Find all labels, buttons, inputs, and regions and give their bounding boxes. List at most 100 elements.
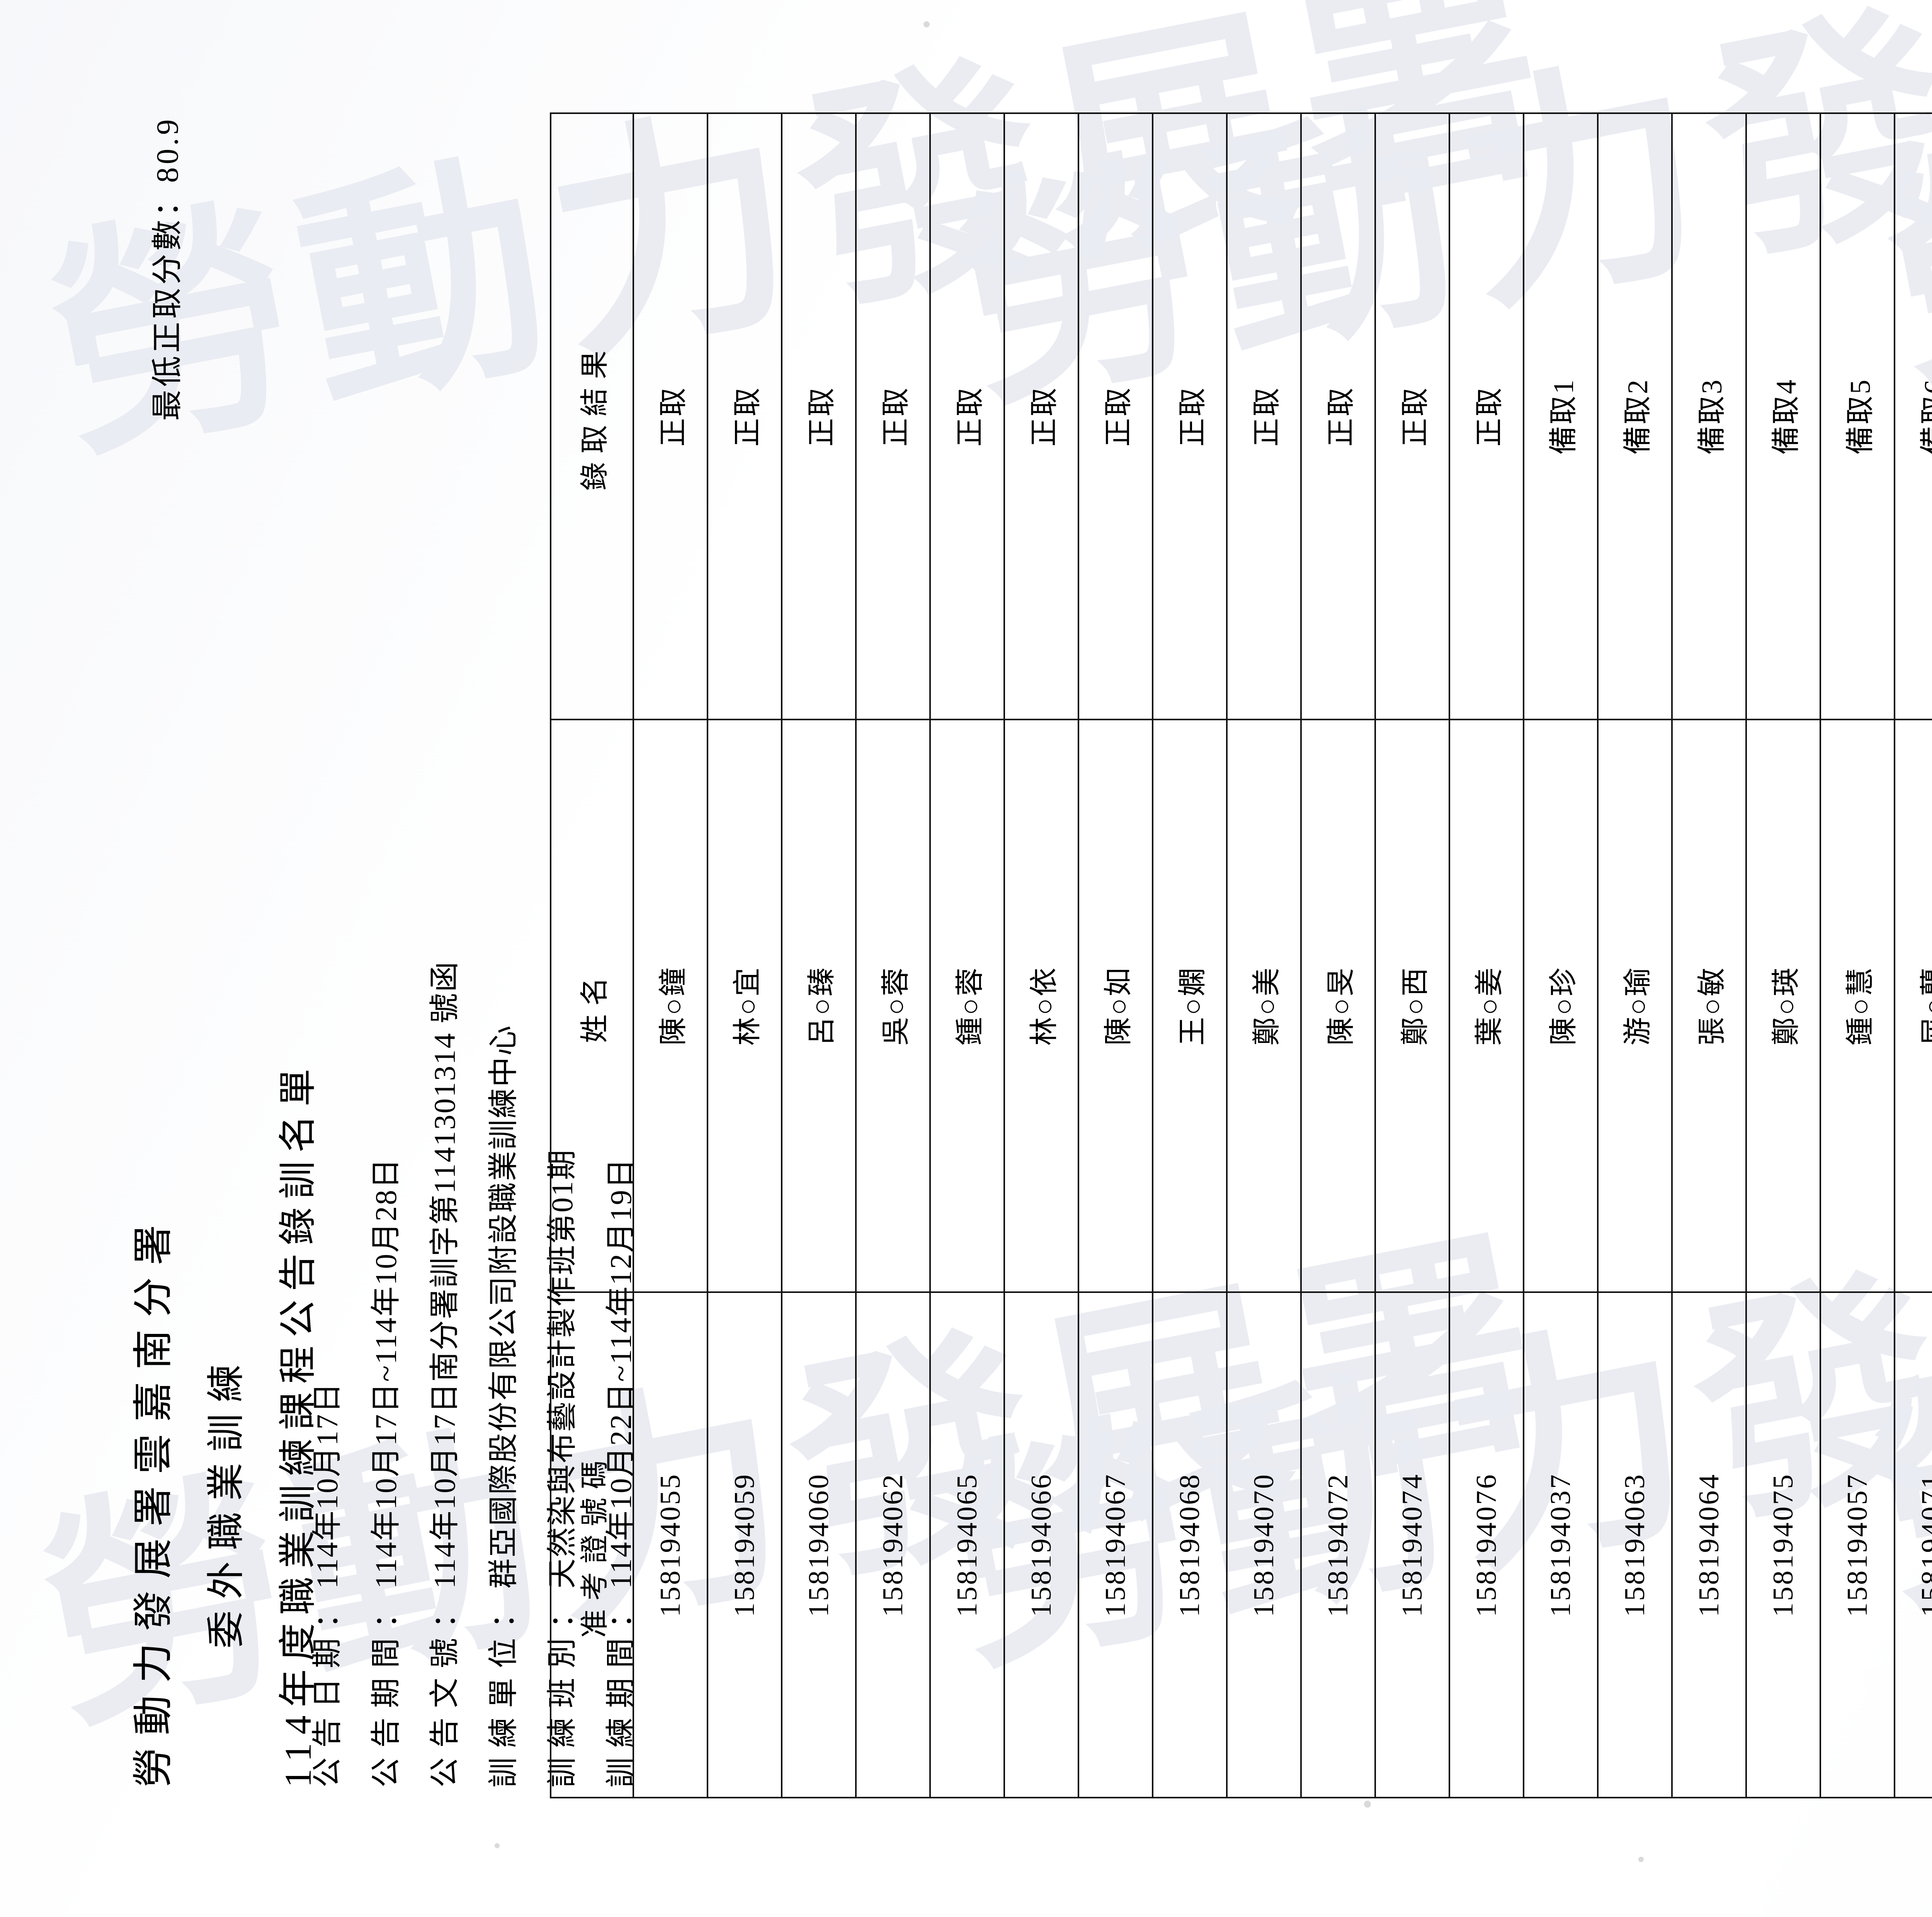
cell-name: 鄭○西 <box>1375 719 1449 1292</box>
cell-result: 備取6 <box>1895 113 1932 720</box>
table-row: 158194063 游○瑜 備取2 <box>1598 113 1672 1798</box>
cell-exam-number: 158194070 <box>1227 1292 1301 1798</box>
cell-exam-number: 158194065 <box>930 1292 1004 1798</box>
cell-name: 張○敏 <box>1672 719 1746 1292</box>
cell-name: 游○瑜 <box>1598 719 1672 1292</box>
meta-value: 114年10月17日 <box>310 1381 344 1589</box>
table-row: 158194068 王○嫻 正取 <box>1153 113 1227 1798</box>
meta-label: 訓練單位： <box>486 1588 520 1788</box>
cell-exam-number: 158194060 <box>782 1292 856 1798</box>
table-row: 158194075 鄭○瑛 備取4 <box>1746 113 1820 1798</box>
cell-name: 鄭○瑛 <box>1746 719 1820 1292</box>
cell-result: 正取 <box>633 113 707 720</box>
cell-exam-number: 158194074 <box>1375 1292 1449 1798</box>
cell-name: 鍾○蓉 <box>930 719 1004 1292</box>
table-header-row: 准考證號碼 姓名 錄取結果 <box>551 113 633 1798</box>
table-row: 158194064 張○敏 備取3 <box>1672 113 1746 1798</box>
cell-name: 陳○如 <box>1078 719 1153 1292</box>
cell-result: 備取4 <box>1746 113 1820 720</box>
cell-exam-number: 158194063 <box>1598 1292 1672 1798</box>
document-header: 勞動力發展署雲嘉南分署 委外職業訓練 114年度職業訓練課程公告錄訓名單 <box>129 396 322 1788</box>
cell-exam-number: 158194067 <box>1078 1292 1153 1798</box>
meta-label: 公告日期： <box>310 1588 344 1788</box>
cell-result: 正取 <box>1227 113 1301 720</box>
cell-name: 吳○蓉 <box>856 719 930 1292</box>
cell-result: 正取 <box>1375 113 1449 720</box>
table-row: 158194060 呂○臻 正取 <box>782 113 856 1798</box>
table-row: 158194059 林○宜 正取 <box>707 113 782 1798</box>
table-row: 158194074 鄭○西 正取 <box>1375 113 1449 1798</box>
cell-name: 陳○旻 <box>1301 719 1375 1292</box>
cell-result: 正取 <box>1153 113 1227 720</box>
minimum-admission-score: 最低正取分數：80.9 <box>151 116 185 421</box>
cell-exam-number: 158194076 <box>1449 1292 1524 1798</box>
meta-value: 114年10月17日南分署訓字第1141301314 號函 <box>428 960 461 1589</box>
table-row: 158194055 陳○鐘 正取 <box>633 113 707 1798</box>
cell-exam-number: 158194068 <box>1153 1292 1227 1798</box>
meta-value: 群亞國際股份有限公司附設職業訓練中心 <box>486 1024 520 1589</box>
table-row: 158194062 吳○蓉 正取 <box>856 113 930 1798</box>
cell-name: 林○依 <box>1004 719 1078 1292</box>
roster-table: 准考證號碼 姓名 錄取結果 158194055 陳○鐘 正取 158194059 林○宜… <box>550 112 1932 1798</box>
rotated-document-body: 勞動力發展署雲嘉南分署 委外職業訓練 114年度職業訓練課程公告錄訓名單 最低正… <box>46 33 1932 1884</box>
cell-exam-number: 158194057 <box>1820 1292 1895 1798</box>
cell-name: 屈○蘭 <box>1895 719 1932 1292</box>
cell-exam-number: 158194055 <box>633 1292 707 1798</box>
meta-row-announce-period: 公告期間：114年10月17日~114年10月28日 <box>369 281 403 1788</box>
cell-result: 備取3 <box>1672 113 1746 720</box>
meta-value: 114年10月17日~114年10月28日 <box>369 1157 403 1589</box>
table-row: 158194076 葉○姜 正取 <box>1449 113 1524 1798</box>
roster-table-wrapper: 准考證號碼 姓名 錄取結果 158194055 陳○鐘 正取 158194059 林○宜… <box>550 112 1932 1798</box>
scan-speck <box>495 1843 500 1848</box>
table-row: 158194072 陳○旻 正取 <box>1301 113 1375 1798</box>
cell-exam-number: 158194075 <box>1746 1292 1820 1798</box>
sub-title: 委外職業訓練 <box>206 1353 247 1648</box>
meta-label: 公告文號： <box>428 1588 461 1788</box>
cell-exam-number: 158194062 <box>856 1292 930 1798</box>
table-row: 158194067 陳○如 正取 <box>1078 113 1153 1798</box>
cell-exam-number: 158194066 <box>1004 1292 1078 1798</box>
table-row: 158194037 陳○珍 備取1 <box>1524 113 1598 1798</box>
document-content: 勞動力發展署雲嘉南分署 委外職業訓練 114年度職業訓練課程公告錄訓名單 最低正… <box>46 33 1932 1884</box>
cell-name: 陳○珍 <box>1524 719 1598 1292</box>
roster-table-body: 158194055 陳○鐘 正取 158194059 林○宜 正取 158194060 呂○臻… <box>633 113 1932 1798</box>
table-row: 158194065 鍾○蓉 正取 <box>930 113 1004 1798</box>
table-row: 158194057 鍾○慧 備取5 <box>1820 113 1895 1798</box>
scan-speck <box>1364 1801 1371 1808</box>
cell-result: 正取 <box>930 113 1004 720</box>
cell-result: 正取 <box>1078 113 1153 720</box>
cell-exam-number: 158194071 <box>1895 1292 1932 1798</box>
cell-result: 正取 <box>1449 113 1524 720</box>
cell-name: 呂○臻 <box>782 719 856 1292</box>
table-row: 158194070 鄭○美 正取 <box>1227 113 1301 1798</box>
cell-exam-number: 158194072 <box>1301 1292 1375 1798</box>
scan-speck <box>1638 1857 1644 1862</box>
meta-label: 公告期間： <box>369 1588 403 1788</box>
scan-speck <box>923 21 930 27</box>
cell-result: 正取 <box>856 113 930 720</box>
cell-name: 王○嫻 <box>1153 719 1227 1292</box>
cell-result: 正取 <box>782 113 856 720</box>
column-header-result: 錄取結果 <box>551 113 633 720</box>
cell-name: 林○宜 <box>707 719 782 1292</box>
cell-name: 鍾○慧 <box>1820 719 1895 1292</box>
table-row: 158194066 林○依 正取 <box>1004 113 1078 1798</box>
roster-table-head: 准考證號碼 姓名 錄取結果 <box>551 113 633 1798</box>
cell-result: 正取 <box>1004 113 1078 720</box>
table-row: 158194071 屈○蘭 備取6 <box>1895 113 1932 1798</box>
cell-exam-number: 158194059 <box>707 1292 782 1798</box>
column-header-name: 姓名 <box>551 719 633 1292</box>
meta-row-document-number: 公告文號：114年10月17日南分署訓字第1141301314 號函 <box>428 281 461 1788</box>
cell-result: 正取 <box>707 113 782 720</box>
org-title: 勞動力發展署雲嘉南分署 <box>131 1213 176 1788</box>
cell-exam-number: 158194037 <box>1524 1292 1598 1798</box>
meta-row-training-unit: 訓練單位：群亞國際股份有限公司附設職業訓練中心 <box>486 281 520 1788</box>
cell-result: 備取1 <box>1524 113 1598 720</box>
cell-exam-number: 158194064 <box>1672 1292 1746 1798</box>
cell-result: 正取 <box>1301 113 1375 720</box>
cell-result: 備取2 <box>1598 113 1672 720</box>
column-header-exam-number: 准考證號碼 <box>551 1292 633 1798</box>
cell-name: 鄭○美 <box>1227 719 1301 1292</box>
cell-result: 備取5 <box>1820 113 1895 720</box>
